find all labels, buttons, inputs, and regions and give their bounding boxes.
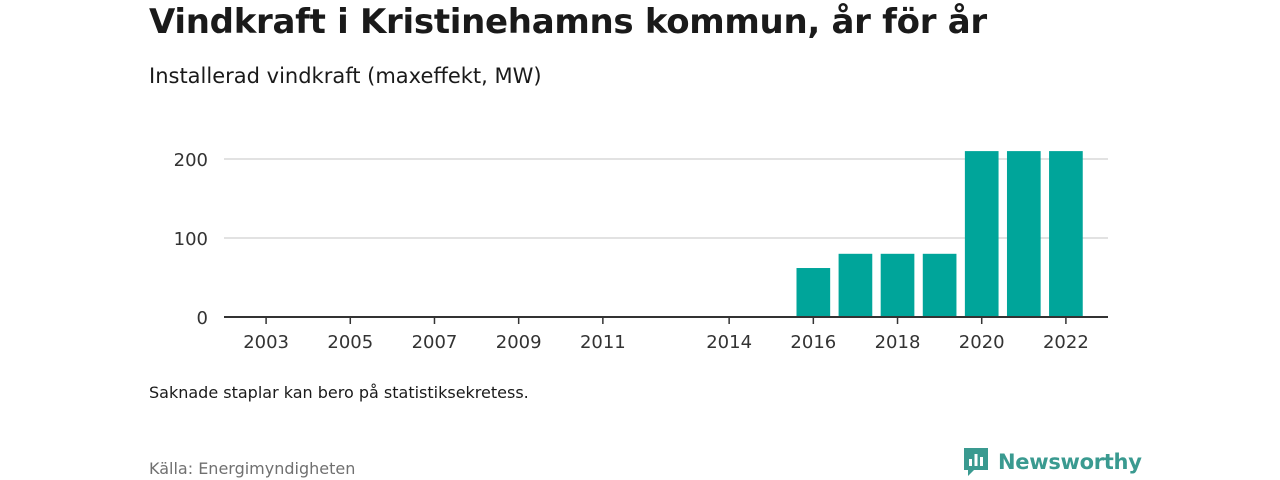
brand-name: Newsworthy <box>998 450 1142 474</box>
bar <box>880 253 915 317</box>
x-tick-label: 2014 <box>706 332 752 353</box>
x-tick-label: 2016 <box>790 332 836 353</box>
y-tick-label: 0 <box>197 308 208 329</box>
bar <box>922 253 957 317</box>
x-tick-label: 2011 <box>580 332 626 353</box>
bar <box>796 268 831 317</box>
bar <box>1006 151 1041 317</box>
y-tick-label: 100 <box>174 229 208 250</box>
x-tick-label: 2007 <box>412 332 458 353</box>
x-tick-label: 2005 <box>327 332 373 353</box>
chart-logo-icon <box>964 448 988 476</box>
bar-chart: 0 100 200 2003 2005 2007 2009 2011 2014 2016 2018… <box>174 150 1108 353</box>
x-tick-label: 2020 <box>959 332 1005 353</box>
footnote: Saknade staplar kan bero på statistiksek… <box>149 383 529 402</box>
source-text: Källa: Energimyndigheten <box>149 459 356 478</box>
x-tick-label: 2009 <box>496 332 542 353</box>
bar <box>1049 151 1083 317</box>
x-tick-label: 2018 <box>875 332 921 353</box>
chart-title: Vindkraft i Kristinehamns kommun, år för… <box>149 2 987 42</box>
y-tick-label: 200 <box>174 150 208 171</box>
bar <box>838 253 873 317</box>
x-tick-label: 2022 <box>1043 332 1089 353</box>
chart-subtitle: Installerad vindkraft (maxeffekt, MW) <box>149 64 542 88</box>
x-tick-label: 2003 <box>243 332 289 353</box>
bar <box>964 151 999 317</box>
brand-logo: Newsworthy <box>962 446 1142 478</box>
